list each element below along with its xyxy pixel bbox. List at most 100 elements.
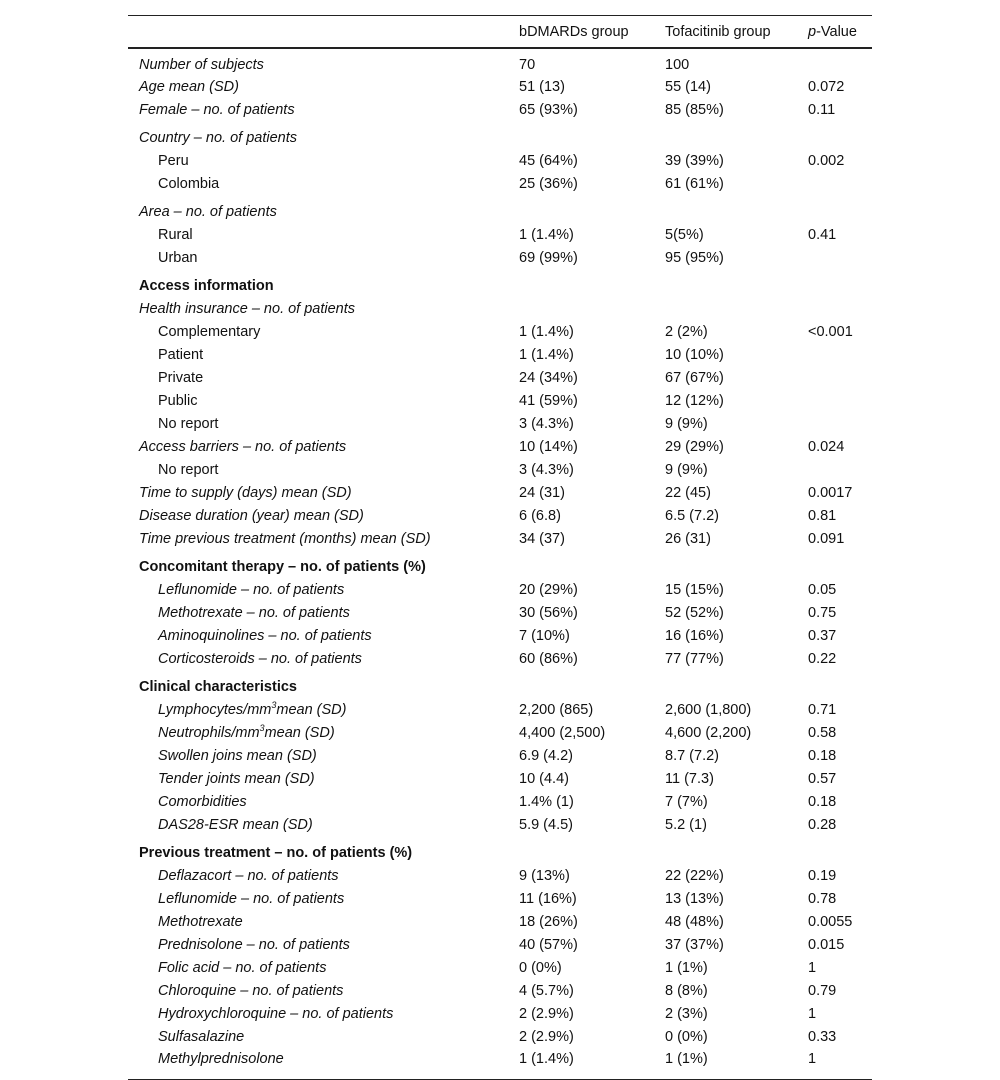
row-label: Area – no. of patients xyxy=(128,195,519,223)
row-label: Colombia xyxy=(128,172,519,195)
row-label-text: Area – no. of patients xyxy=(139,204,277,220)
bdmards-value: 18 (26%) xyxy=(519,913,578,930)
row-label-text: Peru xyxy=(158,152,189,169)
row-label: Methotrexate – no. of patients xyxy=(128,601,519,624)
tofacitinib-value: 67 (67%) xyxy=(665,369,724,386)
bdmards-value xyxy=(519,297,665,320)
bdmards-value: 24 (31) xyxy=(519,484,565,501)
tofacitinib-value: 2 (3%) xyxy=(665,1005,708,1022)
row-label: Leflunomide – no. of patients xyxy=(128,887,519,910)
row-label: Folic acid – no. of patients xyxy=(128,956,519,979)
p-value xyxy=(808,389,872,412)
p-value: 1 xyxy=(808,1051,817,1067)
row-label: Private xyxy=(128,366,519,389)
table-row: Previous treatment – no. of patients (%) xyxy=(128,836,872,864)
table-row: Hydroxychloroquine – no. of patients 2 (2… xyxy=(128,1002,872,1025)
row-label-text: Time previous treatment (months) mean (S… xyxy=(139,530,431,547)
tofacitinib-value xyxy=(665,269,808,297)
row-label: Time to supply (days) mean (SD) xyxy=(128,481,519,504)
tofacitinib-value: 0 (0%) xyxy=(665,1028,708,1045)
tofacitinib-value: 8 (8%) xyxy=(665,982,708,999)
p-value: 0.57 xyxy=(808,770,837,787)
tofacitinib-value: 77 (77%) xyxy=(665,650,724,667)
row-label-text: Health insurance – no. of patients xyxy=(139,300,356,317)
bdmards-value: 30 (56%) xyxy=(519,604,578,621)
row-label: Comorbidities xyxy=(128,790,519,813)
row-label-text: Aminoquinolines – no. of patients xyxy=(158,627,372,644)
bdmards-value xyxy=(519,121,665,149)
tofacitinib-value: 12 (12%) xyxy=(665,392,724,409)
tofacitinib-value: 29 (29%) xyxy=(665,438,724,455)
p-value: 0.11 xyxy=(808,101,836,118)
row-label-text: Corticosteroids – no. of patients xyxy=(158,650,362,667)
superscript: 3 xyxy=(271,699,277,710)
row-label-text: Access barriers – no. of patients xyxy=(139,438,347,455)
row-label-suffix: mean (SD) xyxy=(264,724,335,741)
bdmards-value: 3 (4.3%) xyxy=(519,461,574,478)
tofacitinib-value: 5(5%) xyxy=(665,226,704,243)
bdmards-value: 45 (64%) xyxy=(519,152,578,169)
p-value xyxy=(808,172,872,195)
row-label: Neutrophils/mm3mean (SD) xyxy=(128,721,519,744)
tofacitinib-value: 22 (22%) xyxy=(665,867,724,884)
row-label: No report xyxy=(128,412,519,435)
row-label: No report xyxy=(128,458,519,481)
row-label: Previous treatment – no. of patients (%) xyxy=(128,836,519,864)
bdmards-value xyxy=(519,670,665,698)
header-bdmards-group: bDMARDs group xyxy=(519,15,665,49)
row-label-text: Sulfasalazine xyxy=(158,1028,245,1045)
p-value xyxy=(808,48,872,75)
row-label: Prednisolone – no. of patients xyxy=(128,933,519,956)
table-row: Methotrexate 18 (26%) 48 (48%) 0.0055 xyxy=(128,910,872,933)
table-row: DAS28-ESR mean (SD) 5.9 (4.5) 5.2 (1) 0.28 xyxy=(128,813,872,836)
row-label-text: Rural xyxy=(158,226,193,243)
bdmards-value: 6.9 (4.2) xyxy=(519,747,573,764)
bdmards-value: 40 (57%) xyxy=(519,936,578,953)
row-label: Swollen joins mean (SD) xyxy=(128,744,519,767)
row-label: Clinical characteristics xyxy=(128,670,519,698)
p-value xyxy=(808,121,872,149)
tofacitinib-value: 5.2 (1) xyxy=(665,816,707,833)
row-label: Rural xyxy=(128,223,519,246)
table-row: Public 41 (59%) 12 (12%) xyxy=(128,389,872,412)
p-value: 0.18 xyxy=(808,747,837,764)
bdmards-value: 41 (59%) xyxy=(519,392,578,409)
tofacitinib-value: 37 (37%) xyxy=(665,936,724,953)
bdmards-value: 1 (1.4%) xyxy=(519,346,574,363)
row-label: Corticosteroids – no. of patients xyxy=(128,647,519,670)
table-row: Concomitant therapy – no. of patients (%… xyxy=(128,550,872,578)
table-row: Methotrexate – no. of patients 30 (56%) 52… xyxy=(128,601,872,624)
table-row: Comorbidities 1.4% (1) 7 (7%) 0.18 xyxy=(128,790,872,813)
p-value: 0.81 xyxy=(808,507,837,524)
table-row: Time previous treatment (months) mean (S… xyxy=(128,527,872,550)
p-value xyxy=(808,550,872,578)
bdmards-value: 34 (37) xyxy=(519,530,565,547)
row-label-text: Disease duration (year) mean (SD) xyxy=(139,507,364,524)
p-value: 0.091 xyxy=(808,530,845,547)
p-value: 0.71 xyxy=(808,701,837,718)
header-p-value: p-Value xyxy=(808,15,872,49)
row-label: Urban xyxy=(128,246,519,269)
bdmards-value: 5.9 (4.5) xyxy=(519,816,573,833)
row-label-text: Age mean (SD) xyxy=(139,78,239,95)
tofacitinib-value: 100 xyxy=(665,57,690,73)
tofacitinib-value: 52 (52%) xyxy=(665,604,724,621)
row-label-text: Methylprednisolone xyxy=(158,1051,284,1067)
table-row: Complementary 1 (1.4%) 2 (2%) <0.001 xyxy=(128,320,872,343)
row-label-text: Clinical characteristics xyxy=(139,679,297,695)
p-value xyxy=(808,269,872,297)
p-value: 0.072 xyxy=(808,78,845,95)
row-label: Number of subjects xyxy=(128,48,519,75)
row-label: Public xyxy=(128,389,519,412)
p-value xyxy=(808,670,872,698)
p-value xyxy=(808,297,872,320)
row-label: Female – no. of patients xyxy=(128,98,519,121)
bdmards-value: 2,200 (865) xyxy=(519,701,594,718)
row-label: Tender joints mean (SD) xyxy=(128,767,519,790)
row-label-text: Time to supply (days) mean (SD) xyxy=(139,484,352,501)
bdmards-value: 1 (1.4%) xyxy=(519,323,574,340)
tofacitinib-value xyxy=(665,297,808,320)
row-label: Deflazacort – no. of patients xyxy=(128,864,519,887)
table-row: No report 3 (4.3%) 9 (9%) xyxy=(128,412,872,435)
row-label-suffix: mean (SD) xyxy=(276,701,347,718)
